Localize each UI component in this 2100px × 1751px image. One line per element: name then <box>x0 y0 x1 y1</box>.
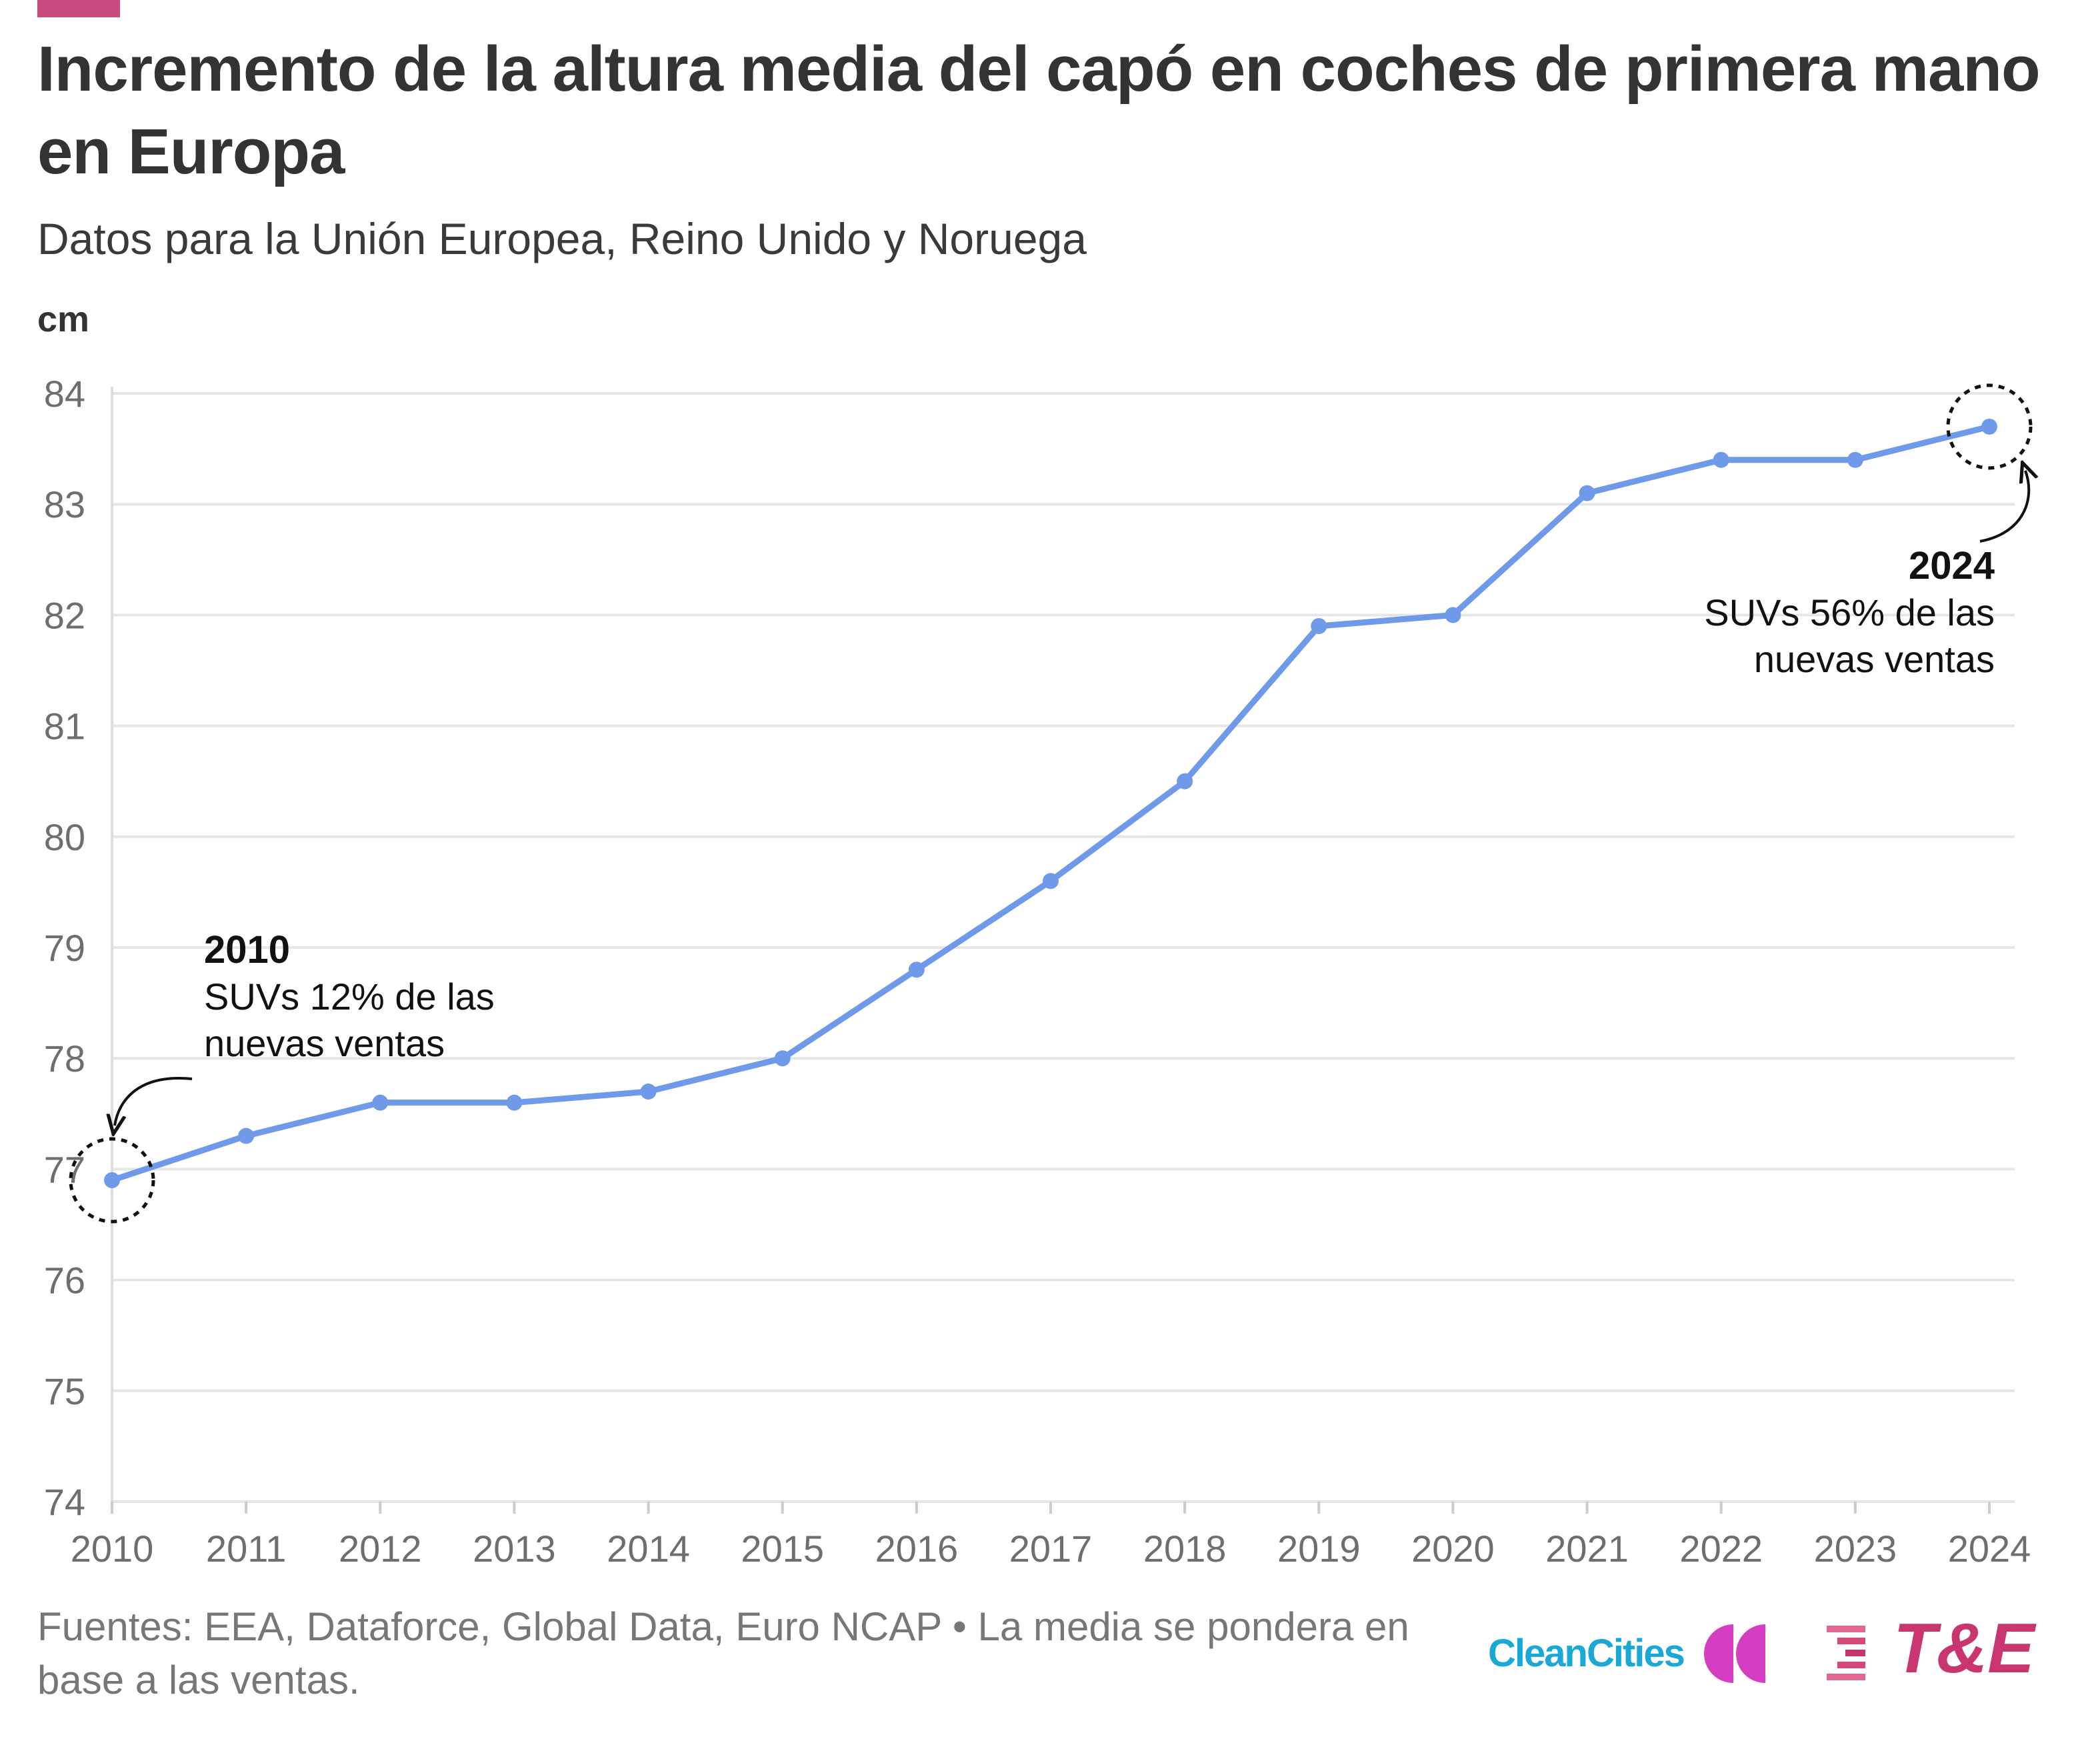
x-tick-label: 2012 <box>339 1528 422 1570</box>
y-tick-label: 80 <box>44 816 85 858</box>
annotation-2024-line: nuevas ventas <box>1754 638 1995 680</box>
accent-bar <box>37 0 120 17</box>
series-line <box>109 423 1993 1184</box>
annotation-2010-title: 2010 <box>204 928 290 972</box>
annotation-arrow <box>115 1077 193 1126</box>
data-point <box>1713 451 1729 468</box>
x-tick-label: 2011 <box>206 1528 286 1570</box>
annotation-2024-line: SUVs 56% de las <box>1704 591 1995 633</box>
chart-title: Incremento de la altura media del capó e… <box>37 33 2041 187</box>
data-point <box>1847 451 1863 468</box>
data-point <box>1445 607 1461 623</box>
x-tick-label: 2013 <box>473 1528 556 1570</box>
x-tick-label: 2015 <box>741 1528 824 1570</box>
source-note: Fuentes: EEA, Dataforce, Global Data, Eu… <box>37 1604 1409 1702</box>
data-point <box>908 962 925 978</box>
chart-subtitle: Datos para la Unión Europea, Reino Unido… <box>37 214 1087 263</box>
x-tick-label: 2018 <box>1143 1528 1227 1570</box>
y-tick-label: 83 <box>44 483 85 525</box>
data-point <box>1981 418 1997 435</box>
annotation-arrow <box>1979 471 2029 543</box>
cleancities-double-arc-icon <box>1704 1624 1765 1683</box>
x-tick-label: 2022 <box>1679 1528 1763 1570</box>
y-tick-label: 78 <box>44 1038 85 1080</box>
data-point <box>1579 485 1595 501</box>
te-stripes-icon <box>1827 1626 1865 1680</box>
y-tick-label: 82 <box>44 594 85 636</box>
x-tick-label: 2016 <box>875 1528 959 1570</box>
x-tick-label: 2021 <box>1545 1528 1629 1570</box>
x-tick-label: 2024 <box>1948 1528 2031 1570</box>
y-tick-label: 81 <box>44 705 85 747</box>
x-tick-label: 2023 <box>1814 1528 1897 1570</box>
y-tick-label: 84 <box>44 373 85 415</box>
highlight-circle <box>69 1137 155 1224</box>
annotation-2010-line: nuevas ventas <box>204 1022 445 1064</box>
te-logo: T&E <box>1820 1607 2047 1694</box>
line-chart: 74 75 76 77 78 79 80 81 82 83 84 2010 2011 2012 2013 20… <box>44 373 2100 1570</box>
y-tick-label: 76 <box>44 1260 85 1302</box>
data-point <box>104 1172 120 1189</box>
x-tick-label: 2019 <box>1277 1528 1361 1570</box>
data-point <box>640 1084 657 1100</box>
annotation-2010-line: SUVs 12% de las <box>204 976 495 1018</box>
data-point <box>238 1128 255 1144</box>
x-tick-label: 2020 <box>1411 1528 1495 1570</box>
te-logo-text: T&E <box>1893 1609 2035 1688</box>
x-tick-label: 2014 <box>607 1528 690 1570</box>
data-point <box>1177 773 1193 789</box>
x-tick-label: 2010 <box>71 1528 154 1570</box>
data-point <box>372 1094 389 1111</box>
y-axis-unit: cm <box>37 299 90 339</box>
y-tick-label: 77 <box>44 1148 85 1190</box>
x-tick-label: 2017 <box>1009 1528 1093 1570</box>
data-point <box>506 1094 523 1111</box>
y-tick-label: 79 <box>44 927 85 969</box>
data-point <box>1043 873 1059 890</box>
annotation-2024-title: 2024 <box>1909 544 1995 587</box>
data-point <box>1311 618 1327 635</box>
data-point <box>774 1050 791 1067</box>
cleancities-logo: CleanCities <box>1488 1614 1768 1694</box>
y-tick-label: 74 <box>44 1481 85 1523</box>
cleancities-logo-text: CleanCities <box>1488 1632 1685 1675</box>
y-tick-label: 75 <box>44 1370 85 1412</box>
